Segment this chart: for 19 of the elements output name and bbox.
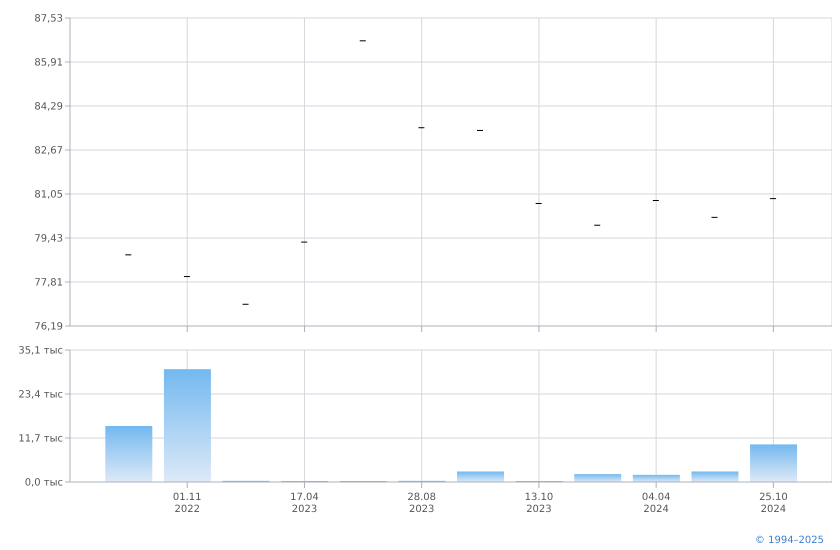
y-tick-label: 84,29 <box>34 102 63 113</box>
x-tick-label: 01.11 2022 <box>172 492 202 515</box>
y-tick-label: 81,05 <box>34 190 63 201</box>
y-tick-label: 77,81 <box>34 278 63 289</box>
y-tick-label: 87,53 <box>34 14 63 25</box>
text: © 1994–2025 <box>754 535 824 546</box>
y-tick-label: 79,43 <box>34 234 63 245</box>
x-tick-label: 13.10 2023 <box>524 492 554 515</box>
y-tick-label: 85,91 <box>34 58 63 69</box>
y-tick-label: 35,1 тыс <box>18 346 63 357</box>
y-tick-label: 82,67 <box>34 146 63 157</box>
y-tick-label: 11,7 тыс <box>18 434 63 445</box>
x-tick-label: 28.08 2023 <box>407 492 436 515</box>
y-tick-label: 23,4 тыс <box>18 390 63 401</box>
x-tick-label: 25.10 2024 <box>759 492 788 515</box>
x-tick-label: 17.04 2023 <box>290 492 319 515</box>
y-tick-label: 76,19 <box>34 322 63 333</box>
y-tick-label: 0,0 тыс <box>24 478 63 489</box>
x-tick-label: 04.04 2024 <box>642 492 670 515</box>
